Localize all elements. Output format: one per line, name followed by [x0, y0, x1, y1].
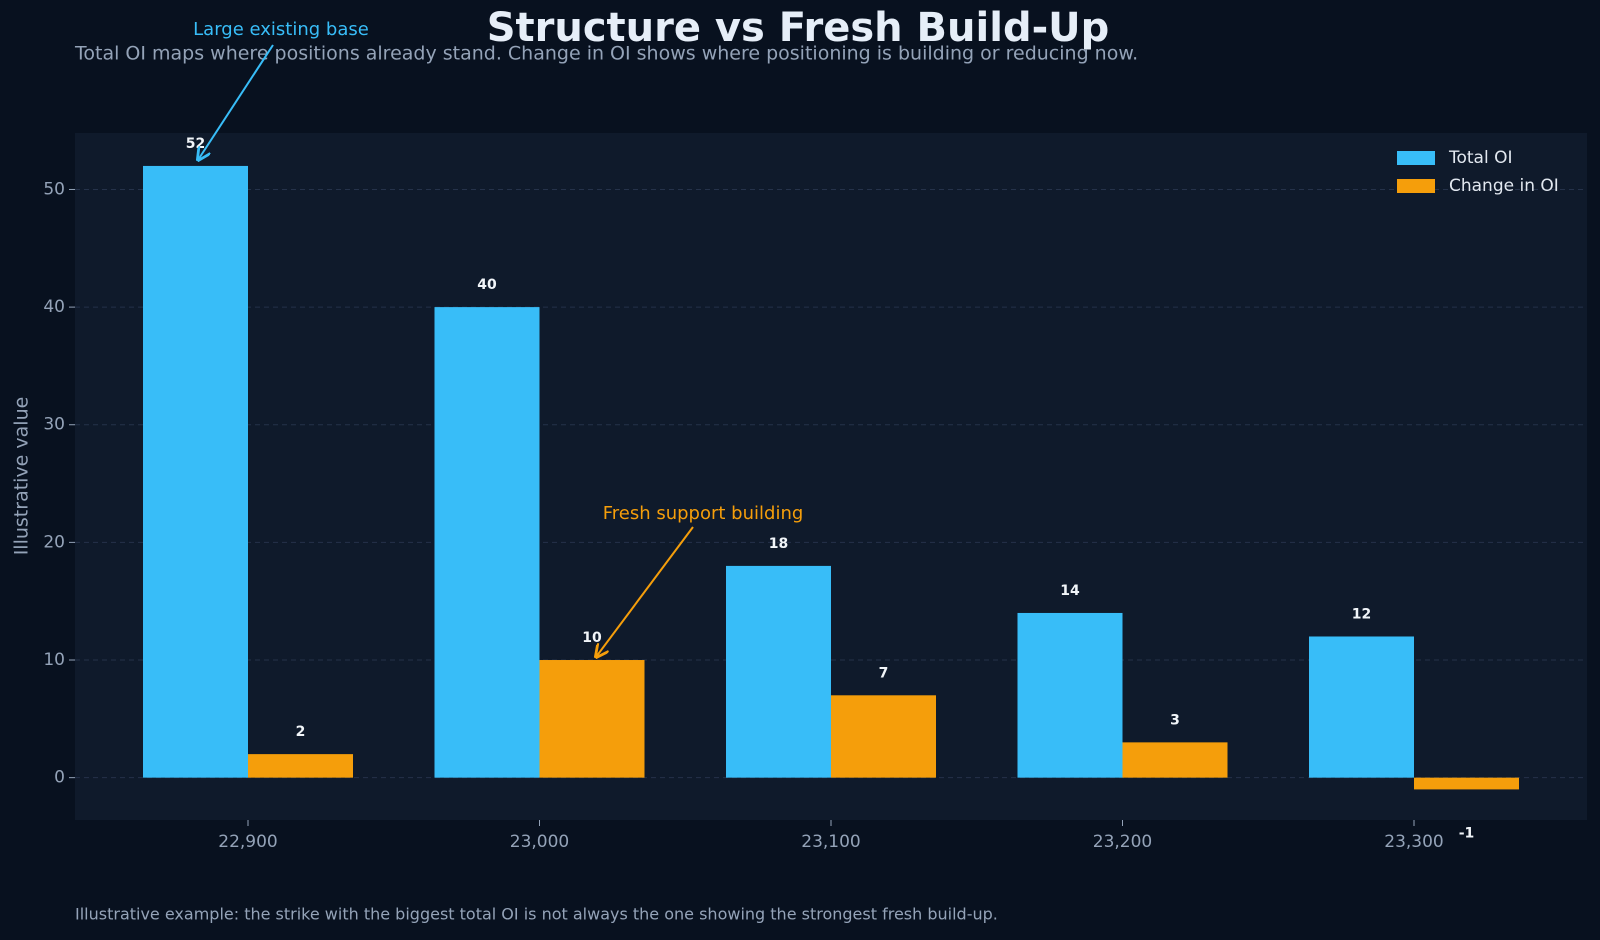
bar: [434, 307, 540, 778]
y-tick-label: 40: [43, 297, 65, 317]
value-label: -1: [1459, 825, 1475, 841]
annotation: Fresh support building: [603, 503, 804, 524]
x-tick-label: 22,900: [218, 832, 277, 852]
y-tick-label: 20: [43, 532, 65, 552]
bar: [539, 660, 645, 778]
bar: [726, 565, 831, 778]
legend-swatch: [1397, 179, 1435, 193]
x-tick-label: 23,200: [1093, 832, 1152, 852]
y-tick-label: 10: [43, 650, 65, 670]
y-tick-label: 30: [43, 415, 65, 435]
y-tick-label: 0: [54, 768, 65, 788]
annotation-arrow: [596, 526, 694, 657]
footnote: Illustrative example: the strike with th…: [75, 905, 998, 924]
bar: [1122, 742, 1228, 778]
legend-label: Total OI: [1448, 148, 1513, 168]
bar: [248, 754, 353, 778]
chart-title: Structure vs Fresh Build-Up: [487, 5, 1110, 51]
bar: [1309, 636, 1414, 778]
value-label: 2: [296, 724, 306, 740]
legend-label: Change in OI: [1449, 176, 1559, 196]
value-label: 40: [477, 277, 497, 293]
value-label: 18: [769, 536, 788, 552]
value-label: 3: [1170, 712, 1180, 728]
value-label: 7: [879, 665, 889, 681]
value-label: 52: [186, 136, 205, 152]
bar: [1414, 777, 1519, 790]
x-tick-label: 23,300: [1384, 832, 1443, 852]
value-label: 10: [582, 630, 602, 646]
annotation: Large existing base: [193, 19, 369, 40]
bar: [831, 695, 936, 778]
y-axis-label: Illustrative value: [11, 397, 33, 556]
x-tick-label: 23,000: [510, 832, 569, 852]
value-label: 12: [1352, 606, 1371, 622]
bar: [1017, 612, 1123, 778]
bar: [143, 165, 248, 778]
value-label: 14: [1060, 583, 1080, 599]
chart-subtitle: Total OI maps where positions already st…: [74, 43, 1138, 65]
y-tick-label: 50: [43, 179, 65, 199]
x-tick-label: 23,100: [801, 832, 860, 852]
annotation-arrow: [198, 44, 274, 160]
legend-swatch: [1397, 151, 1435, 165]
